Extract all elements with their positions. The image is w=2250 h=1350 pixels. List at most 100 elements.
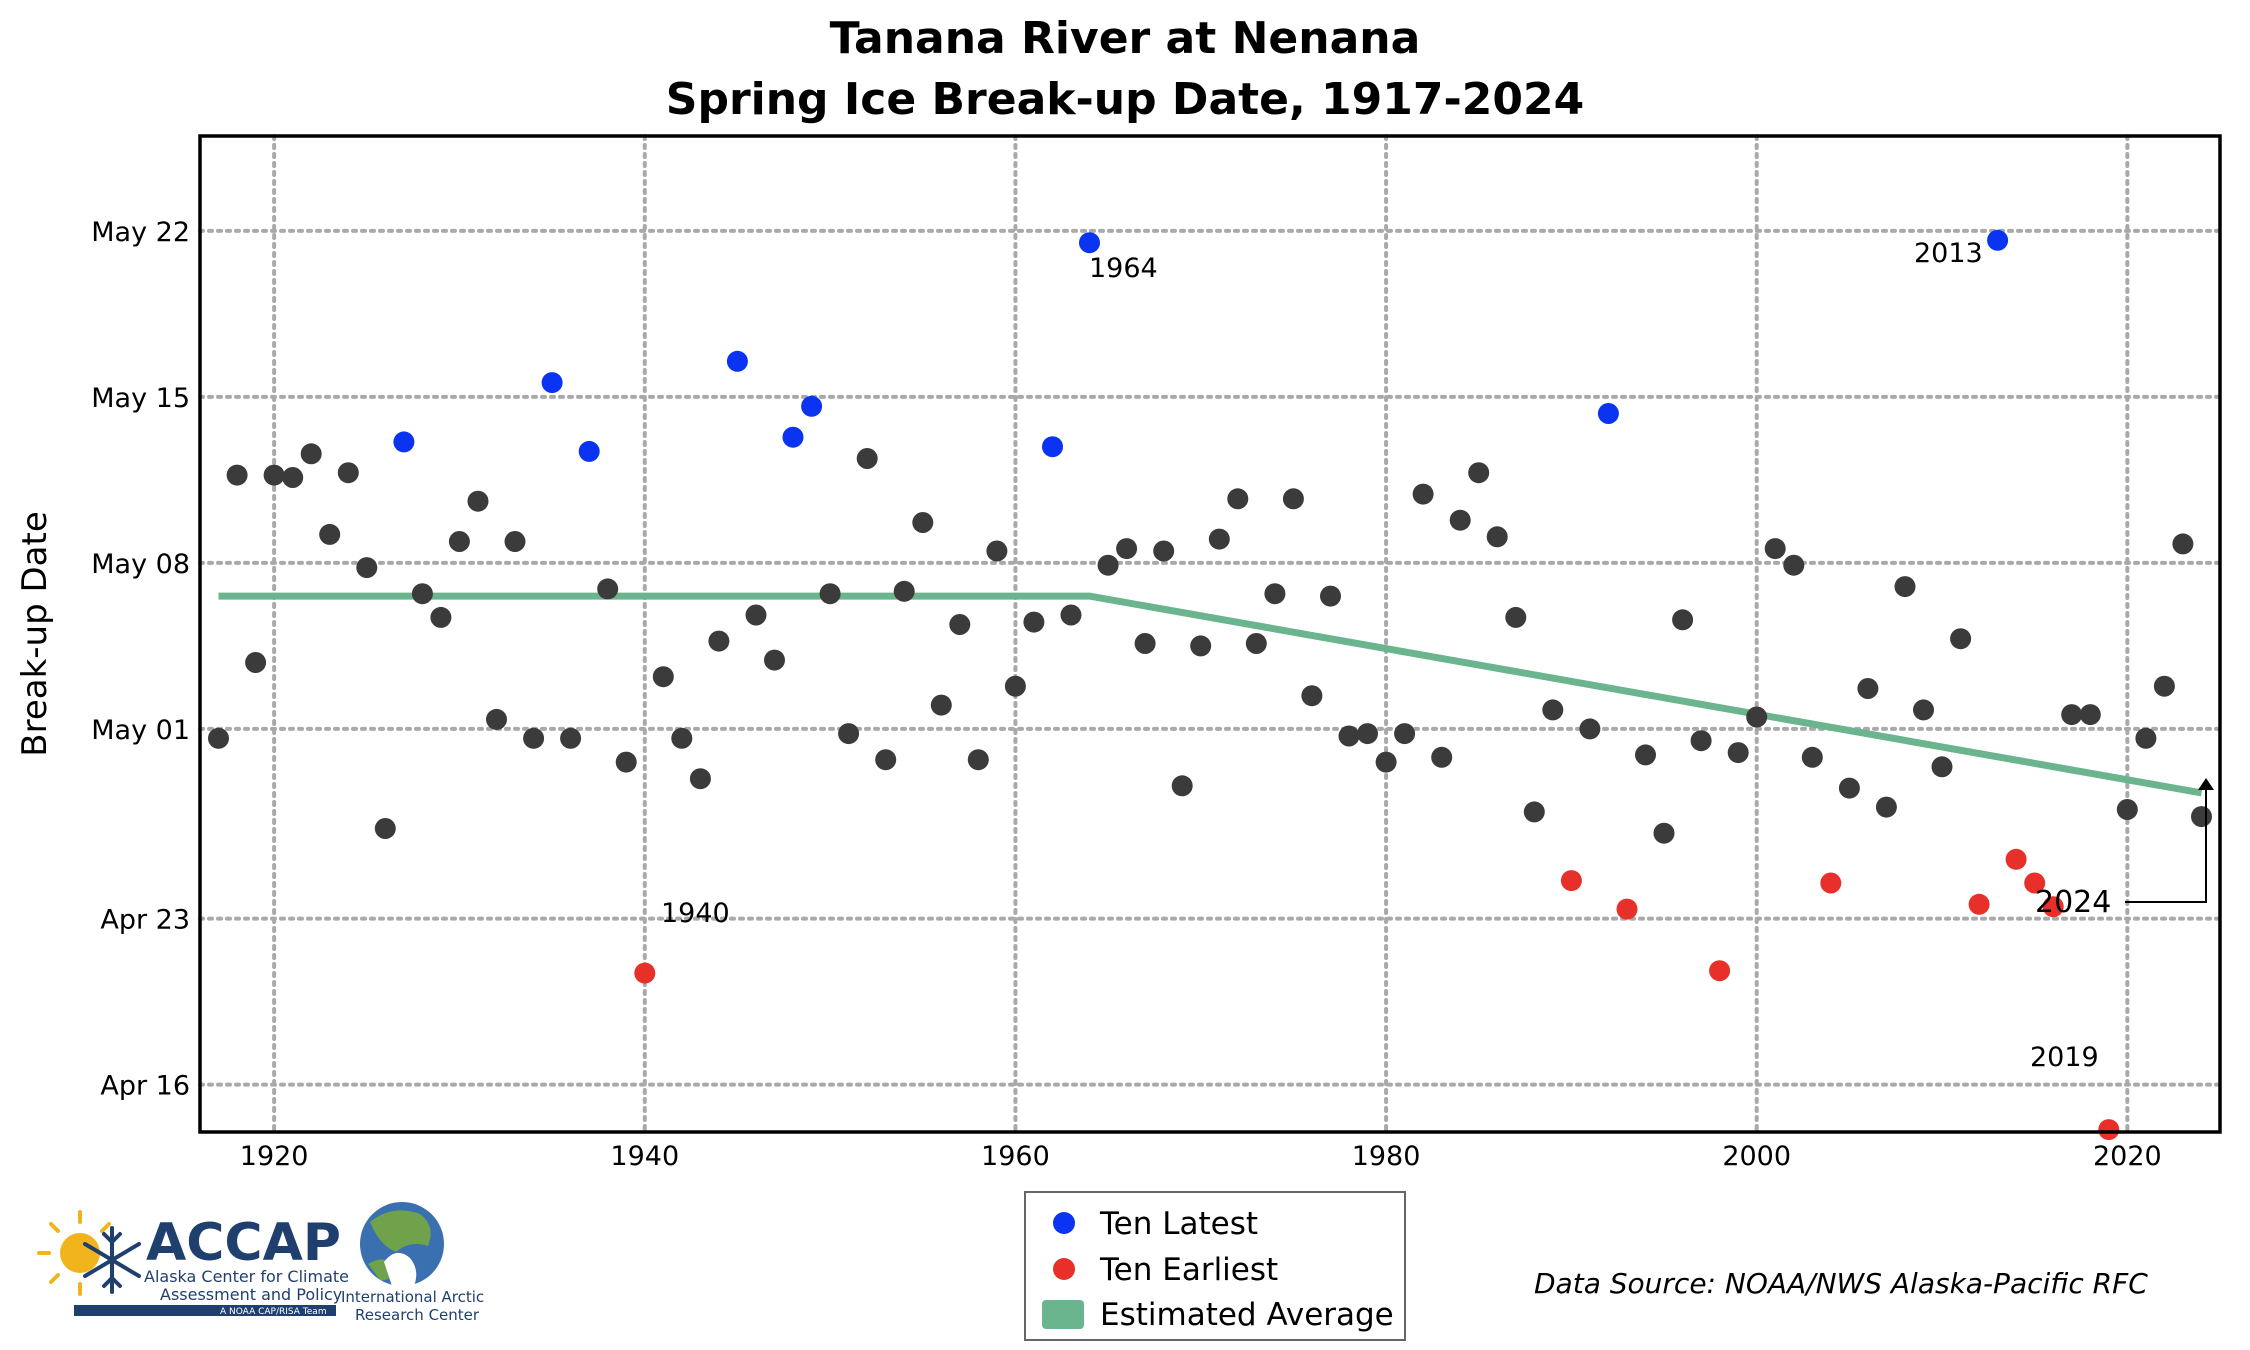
x-tick-label-2020: 2020 — [2093, 1141, 2162, 1172]
data-point-1919 — [245, 652, 267, 673]
data-point-1987 — [1505, 606, 1527, 628]
legend-swatch-average — [1042, 1300, 1084, 1329]
data-point-1985 — [1468, 462, 1490, 484]
legend-swatch-earliest — [1053, 1258, 1075, 1280]
data-point-2014 — [2005, 848, 2027, 870]
data-point-1998 — [1709, 960, 1731, 982]
plot-frame — [198, 134, 2222, 1134]
trend-line-average — [218, 592, 2203, 797]
x-axis-ticks: 1920 1940 1960 1980 2000 2020 — [240, 1141, 2162, 1172]
x-tick-label-1960: 1960 — [981, 1141, 1050, 1172]
data-point-1931 — [467, 490, 489, 512]
data-point-2011 — [1950, 628, 1972, 650]
data-point-2022 — [2153, 675, 2175, 697]
y-tick-label: May 22 — [91, 217, 190, 248]
data-point-2006 — [1857, 678, 1879, 699]
legend-swatch-latest — [1053, 1212, 1075, 1234]
annotation-2024-arrowhead — [2198, 778, 2214, 790]
data-point-1935 — [541, 372, 563, 394]
data-point-1974 — [1264, 583, 1286, 605]
iarc-logo: International Arctic Research Center — [341, 1202, 484, 1324]
data-point-2004 — [1820, 872, 1842, 894]
data-point-1928 — [411, 583, 433, 605]
y-tick-label: Apr 16 — [100, 1071, 190, 1102]
data-point-2009 — [1913, 699, 1934, 721]
data-point-1926 — [374, 818, 396, 839]
data-point-1996 — [1672, 609, 1694, 631]
accap-bar — [74, 1305, 336, 1316]
legend: Ten Latest Ten Earliest Estimated Averag… — [1024, 1191, 1406, 1341]
data-point-1990 — [1560, 870, 1582, 892]
y-tick-label: May 15 — [91, 383, 190, 414]
data-point-2021 — [2135, 727, 2157, 749]
data-points — [208, 229, 2212, 1141]
data-point-2001 — [1764, 538, 1786, 560]
data-point-1936 — [560, 727, 582, 749]
data-point-1942 — [671, 727, 693, 749]
data-point-1954 — [893, 580, 915, 602]
data-point-1944 — [708, 630, 730, 652]
data-point-1972 — [1227, 488, 1249, 510]
data-point-1978 — [1338, 725, 1360, 747]
data-point-1962 — [1042, 436, 1063, 458]
data-point-2019 — [2098, 1119, 2120, 1141]
data-point-1951 — [838, 723, 860, 745]
snowflake-icon — [83, 1226, 141, 1294]
data-point-1967 — [1134, 633, 1156, 654]
globe-icon — [360, 1202, 444, 1286]
data-point-1950 — [819, 583, 841, 605]
legend-label-average: Estimated Average — [1100, 1297, 1394, 1333]
data-point-1973 — [1245, 633, 1267, 654]
data-point-1938 — [597, 578, 619, 600]
iarc-line2: Research Center — [355, 1306, 480, 1324]
data-point-2013 — [1987, 229, 2009, 251]
sun-icon — [37, 1210, 111, 1296]
data-point-1976 — [1301, 685, 1323, 707]
data-point-1986 — [1486, 526, 1508, 548]
data-point-1921 — [282, 467, 304, 488]
data-point-1992 — [1597, 403, 1619, 424]
data-point-1989 — [1542, 699, 1564, 721]
data-point-1922 — [300, 443, 322, 465]
data-point-1932 — [486, 708, 507, 730]
accap-line1: Alaska Center for Climate — [144, 1267, 349, 1286]
annotation-2019: 2019 — [2030, 1042, 2099, 1073]
data-point-1943 — [689, 768, 711, 790]
data-point-1953 — [875, 749, 897, 771]
data-point-2023 — [2172, 533, 2194, 555]
data-point-1970 — [1190, 635, 1212, 657]
data-point-2024 — [2191, 806, 2212, 828]
data-point-1960 — [1004, 675, 1026, 697]
data-point-1968 — [1153, 540, 1175, 562]
annotation-2013: 2013 — [1914, 238, 1983, 269]
data-point-1941 — [652, 666, 674, 688]
data-point-1923 — [319, 523, 341, 545]
iarc-line1: International Arctic — [341, 1288, 484, 1306]
data-point-2015 — [2024, 872, 2046, 894]
grid — [198, 134, 2222, 1134]
data-point-1980 — [1375, 751, 1397, 773]
data-point-1958 — [967, 749, 989, 771]
trend-line-layer — [218, 592, 2203, 797]
data-point-2016 — [2042, 896, 2064, 918]
data-point-2002 — [1783, 554, 1805, 576]
y-tick-label: Apr 23 — [100, 905, 190, 936]
data-point-1959 — [986, 540, 1008, 562]
data-point-2000 — [1746, 706, 1768, 728]
chart-subtitle: Spring Ice Break-up Date, 1917-2024 — [666, 74, 1584, 125]
data-point-1918 — [226, 464, 248, 486]
annotation-1940: 1940 — [661, 898, 730, 929]
data-point-1965 — [1097, 554, 1119, 576]
data-point-1924 — [337, 462, 359, 484]
data-point-2020 — [2116, 799, 2138, 820]
data-point-2005 — [1838, 777, 1860, 799]
data-point-1995 — [1653, 822, 1675, 844]
legend-box — [1024, 1191, 1406, 1341]
data-point-1952 — [856, 448, 878, 469]
data-point-1979 — [1357, 723, 1378, 745]
data-point-1975 — [1282, 488, 1304, 510]
data-point-1917 — [208, 727, 229, 749]
data-point-1982 — [1412, 483, 1434, 505]
chart-title: Tanana River at Nenana — [830, 13, 1421, 64]
